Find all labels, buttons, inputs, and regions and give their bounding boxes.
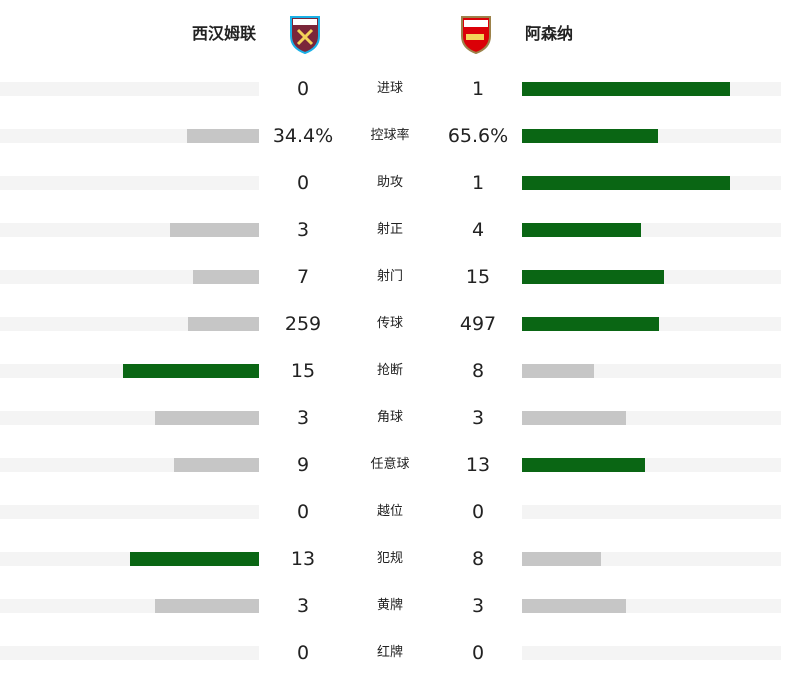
away-value: 8 [471, 360, 485, 382]
home-bar [130, 552, 259, 566]
home-value: 0 [296, 172, 310, 194]
home-value: 3 [296, 595, 310, 617]
away-value: 497 [459, 313, 497, 335]
home-value: 13 [290, 548, 316, 570]
home-value: 0 [296, 78, 310, 100]
away-bar [522, 458, 645, 472]
stat-label: 红牌 [376, 645, 403, 660]
home-track [0, 176, 259, 190]
away-value: 3 [471, 595, 485, 617]
home-bar [155, 411, 259, 425]
home-team-name: 西汉姆联 [191, 24, 256, 43]
away-bar [522, 270, 664, 284]
stat-label: 控球率 [370, 128, 410, 143]
away-value: 0 [471, 642, 485, 664]
stat-label: 角球 [376, 410, 403, 425]
away-value: 13 [465, 454, 491, 476]
away-value: 15 [465, 266, 491, 288]
away-bar [522, 552, 602, 566]
home-bar [187, 129, 259, 143]
home-bar [123, 364, 259, 378]
home-value: 0 [296, 642, 310, 664]
stat-label: 射门 [376, 269, 403, 284]
home-value: 0 [296, 501, 310, 523]
home-value: 15 [290, 360, 316, 382]
home-track [0, 82, 259, 96]
home-value: 7 [296, 266, 310, 288]
home-value: 3 [296, 407, 310, 429]
stat-label: 越位 [376, 504, 403, 519]
home-bar [169, 223, 259, 237]
away-bar [522, 364, 595, 378]
stat-label: 射正 [376, 222, 403, 237]
away-bar [522, 82, 730, 96]
stat-label: 传球 [376, 316, 403, 331]
home-value: 34.4% [272, 125, 334, 147]
away-team-name: 阿森纳 [525, 24, 574, 43]
away-value: 0 [471, 501, 485, 523]
stat-label: 抢断 [376, 363, 403, 378]
away-bar [522, 317, 659, 331]
away-value: 1 [471, 78, 485, 100]
stat-label: 任意球 [370, 457, 410, 472]
away-bar [522, 223, 641, 237]
home-track [0, 646, 259, 660]
away-track [522, 505, 781, 519]
stat-label: 助攻 [376, 175, 403, 190]
away-bar [522, 411, 626, 425]
away-value: 1 [471, 172, 485, 194]
away-bar [522, 599, 626, 613]
stat-label: 犯规 [376, 551, 403, 566]
stat-label: 进球 [376, 81, 403, 96]
stat-label: 黄牌 [376, 598, 403, 613]
away-bar [522, 176, 730, 190]
home-bar [155, 599, 259, 613]
away-value: 3 [471, 407, 485, 429]
home-logo [290, 16, 320, 54]
away-bar [522, 129, 659, 143]
away-value: 65.6% [447, 125, 509, 147]
home-value: 9 [296, 454, 310, 476]
home-bar [187, 317, 259, 331]
home-track [0, 505, 259, 519]
away-logo [461, 16, 491, 54]
away-value: 4 [471, 219, 485, 241]
away-value: 8 [471, 548, 485, 570]
away-track [522, 646, 781, 660]
home-value: 3 [296, 219, 310, 241]
home-value: 259 [284, 313, 322, 335]
home-bar [192, 270, 259, 284]
home-bar [173, 458, 259, 472]
